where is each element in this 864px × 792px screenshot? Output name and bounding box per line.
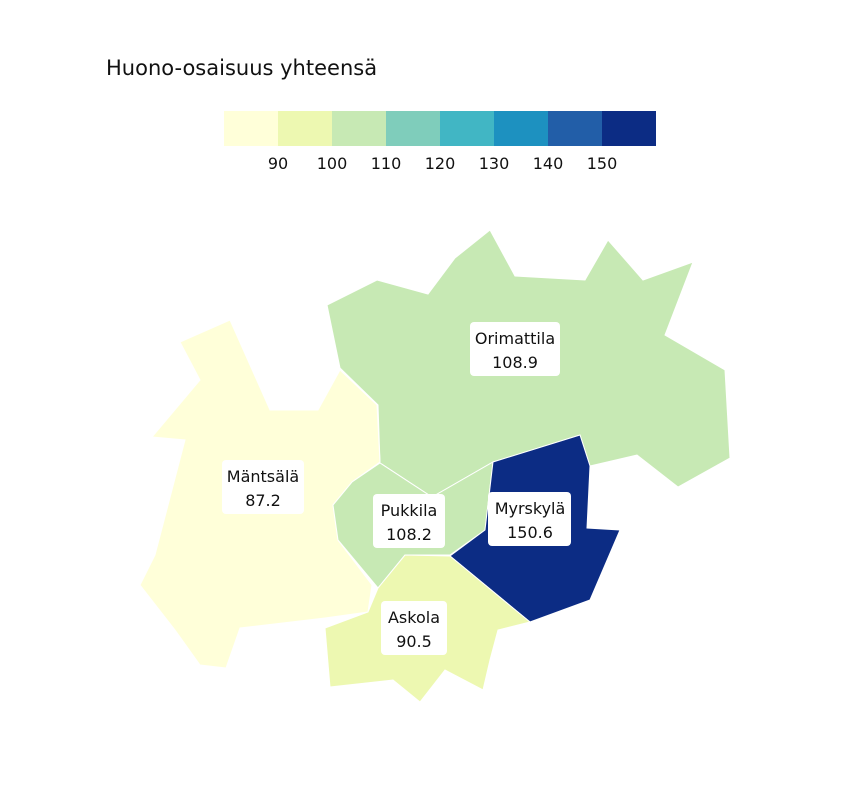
region-value: 150.6 bbox=[507, 523, 553, 542]
region-label-orimattila: Orimattila 108.9 bbox=[470, 322, 560, 376]
region-name: Askola bbox=[388, 608, 440, 627]
region-name: Pukkila bbox=[381, 501, 438, 520]
region-label-pukkila: Pukkila 108.2 bbox=[373, 494, 445, 548]
legend-swatch bbox=[224, 111, 278, 146]
legend-tick-label: 150 bbox=[586, 154, 618, 173]
legend-tick-label: 110 bbox=[370, 154, 402, 173]
region-label-askola: Askola 90.5 bbox=[381, 601, 447, 655]
region-value: 90.5 bbox=[396, 632, 432, 651]
label-box bbox=[488, 492, 571, 546]
legend-bar bbox=[224, 111, 656, 146]
map-title: Huono-osaisuus yhteensä bbox=[106, 56, 378, 80]
label-box bbox=[470, 322, 560, 376]
region-label-mantsala: Mäntsälä 87.2 bbox=[222, 460, 304, 514]
region-name: Orimattila bbox=[475, 329, 555, 348]
region-name: Mäntsälä bbox=[227, 467, 299, 486]
legend-tick-label: 140 bbox=[532, 154, 564, 173]
region-value: 108.2 bbox=[386, 525, 432, 544]
region-value: 87.2 bbox=[245, 491, 281, 510]
color-legend: 90 100 110 120 130 140 150 bbox=[224, 111, 656, 173]
region-value: 108.9 bbox=[492, 353, 538, 372]
legend-tick-label: 90 bbox=[267, 154, 289, 173]
legend-swatch bbox=[494, 111, 548, 146]
legend-tick-label: 120 bbox=[424, 154, 456, 173]
legend-swatch bbox=[548, 111, 602, 146]
legend-swatch bbox=[278, 111, 332, 146]
legend-swatch bbox=[386, 111, 440, 146]
legend-tick-label: 130 bbox=[478, 154, 510, 173]
label-box bbox=[222, 460, 304, 514]
label-box bbox=[373, 494, 445, 548]
legend-swatch bbox=[440, 111, 494, 146]
region-label-myrskyla: Myrskylä 150.6 bbox=[488, 492, 571, 546]
legend-swatch bbox=[602, 111, 656, 146]
legend-swatch bbox=[332, 111, 386, 146]
legend-tick-label: 100 bbox=[316, 154, 348, 173]
label-box bbox=[381, 601, 447, 655]
region-name: Myrskylä bbox=[495, 499, 566, 518]
